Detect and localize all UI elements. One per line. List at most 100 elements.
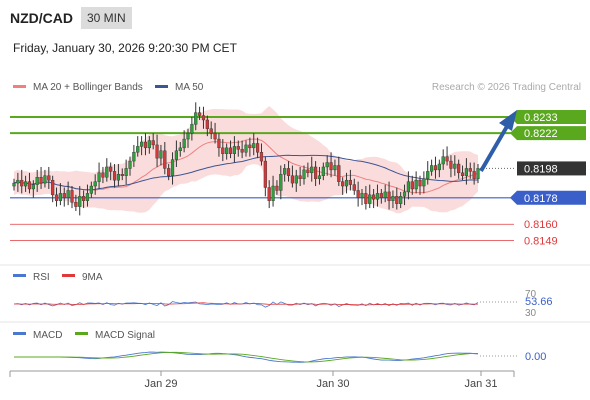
candle-body [163, 150, 167, 169]
candle [205, 115, 209, 137]
candle [24, 175, 28, 192]
candle [344, 172, 349, 194]
candle-body [325, 162, 329, 168]
candle-body [221, 147, 225, 154]
candle [155, 134, 159, 167]
candle-body [248, 144, 252, 149]
candle [240, 140, 244, 159]
candle-body [39, 177, 43, 184]
candle-body [422, 178, 426, 187]
candle [139, 136, 144, 156]
candle-body [143, 141, 148, 149]
candle [449, 155, 453, 178]
candle-body [352, 184, 356, 191]
candle-body [35, 177, 39, 185]
level-support-5: 0.8149 [10, 235, 558, 247]
forecast-arrow-shaft [479, 121, 511, 173]
level-current-2: 0.8198 [480, 161, 586, 176]
candle-body [232, 146, 236, 154]
current-price-box [517, 161, 586, 176]
candle [426, 161, 430, 185]
candle [352, 178, 356, 195]
candle [321, 162, 325, 181]
candle-body [337, 165, 341, 182]
candle [472, 162, 476, 185]
candle [112, 164, 117, 188]
candle [81, 190, 86, 209]
candle-body [267, 187, 271, 201]
candle [167, 164, 171, 181]
candle-body [468, 168, 472, 172]
candle-body [228, 147, 233, 154]
candle [128, 156, 132, 176]
candle-body [236, 146, 240, 150]
ma50-legend-swatch [155, 85, 168, 88]
candle-body [167, 168, 171, 176]
candle-body [457, 163, 461, 174]
candle [221, 139, 225, 162]
candle [51, 175, 55, 203]
bollinger-band-fill [14, 105, 478, 214]
timeframe-badge[interactable]: 30 MIN [81, 7, 132, 29]
candle-body [391, 196, 395, 201]
candle [78, 186, 82, 216]
candle-body [151, 140, 155, 146]
candle [468, 162, 472, 179]
support-label: 0.8178 [524, 193, 558, 205]
candle [197, 106, 202, 120]
candle [39, 166, 43, 189]
candle [441, 149, 445, 170]
candle [294, 169, 298, 192]
candle [418, 175, 422, 195]
candle-body [344, 179, 349, 187]
candle-body [197, 112, 202, 116]
candle [368, 184, 372, 209]
candle-body [136, 146, 140, 153]
candle [225, 143, 229, 160]
rsi-lines [13, 301, 479, 308]
candle [190, 117, 194, 141]
candle-body [120, 174, 124, 176]
candle [360, 188, 364, 206]
x-label-jan30: Jan 30 [316, 378, 349, 390]
candle [248, 137, 252, 157]
candle-body [16, 179, 20, 184]
candle-body [78, 196, 82, 207]
candle [27, 172, 32, 194]
candle [325, 155, 329, 176]
ma50-legend: MA 50 [175, 82, 204, 93]
candle-body [476, 168, 480, 179]
candles [12, 102, 480, 216]
candle [395, 187, 399, 210]
candle [120, 168, 124, 181]
candle-body [433, 165, 438, 171]
candle-body [379, 193, 383, 198]
rsi-tick-70: 70 [525, 289, 537, 300]
macd-signal-legend-swatch [75, 332, 88, 335]
candle-body [47, 175, 51, 181]
candle-body [399, 196, 403, 204]
candle [217, 133, 221, 157]
candle [105, 158, 109, 182]
pair-title: NZD/CAD [10, 10, 73, 26]
candle [89, 181, 93, 198]
candle [178, 141, 182, 157]
forecast-arrow-head [499, 110, 517, 131]
candle-body [395, 196, 399, 204]
candle [236, 140, 240, 157]
x-label-jan31: Jan 31 [464, 378, 497, 390]
candle [348, 169, 352, 191]
candle [186, 128, 190, 148]
candle [453, 155, 457, 176]
candle [54, 187, 59, 207]
candle-body [375, 193, 380, 200]
candle-body [441, 156, 445, 165]
macd-line [14, 351, 479, 363]
candle-body [298, 175, 302, 179]
candle-body [155, 144, 159, 159]
candle-body [306, 169, 310, 174]
candle-body [159, 150, 163, 159]
candle-body [402, 191, 407, 197]
support-label: 0.8149 [524, 235, 558, 247]
candle [341, 177, 345, 195]
